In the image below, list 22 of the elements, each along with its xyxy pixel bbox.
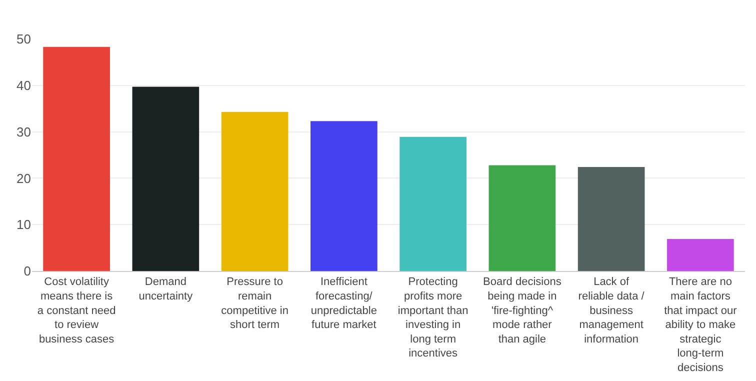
x-tick-label: Protecting profits more important than investing in long term incentives (398, 276, 468, 360)
bar (132, 86, 200, 271)
x-tick-label: Lack of reliable data / business management information (578, 276, 646, 346)
x-tick-label: Cost volatility means there is a constant need to review business cases (37, 276, 116, 346)
x-tick-label: Inefficient forecasting/ unpredictable future market (310, 276, 377, 332)
y-tick-label: 40 (16, 78, 31, 93)
y-tick-label: 0 (24, 264, 31, 279)
y-tick-label: 10 (16, 217, 31, 232)
x-tick-label: Pressure to remain competitive in short term (221, 276, 288, 332)
x-tick-label: Demand uncertainty (138, 276, 194, 302)
bar (667, 238, 734, 271)
x-tick-label: There are no main factors that impact our ability to make strategic long-term decisions (664, 276, 738, 374)
bar (488, 165, 556, 271)
bar (310, 121, 378, 271)
bar (43, 46, 110, 271)
y-tick-label: 30 (16, 124, 31, 140)
bar (578, 167, 645, 271)
bar (400, 136, 466, 271)
y-tick-label: 50 (16, 32, 31, 47)
y-tick-label: 20 (16, 170, 31, 186)
x-tick-label: Board decisions being made in 'fire-fighting^ mode rather than agile (483, 276, 562, 346)
bar (221, 112, 288, 271)
